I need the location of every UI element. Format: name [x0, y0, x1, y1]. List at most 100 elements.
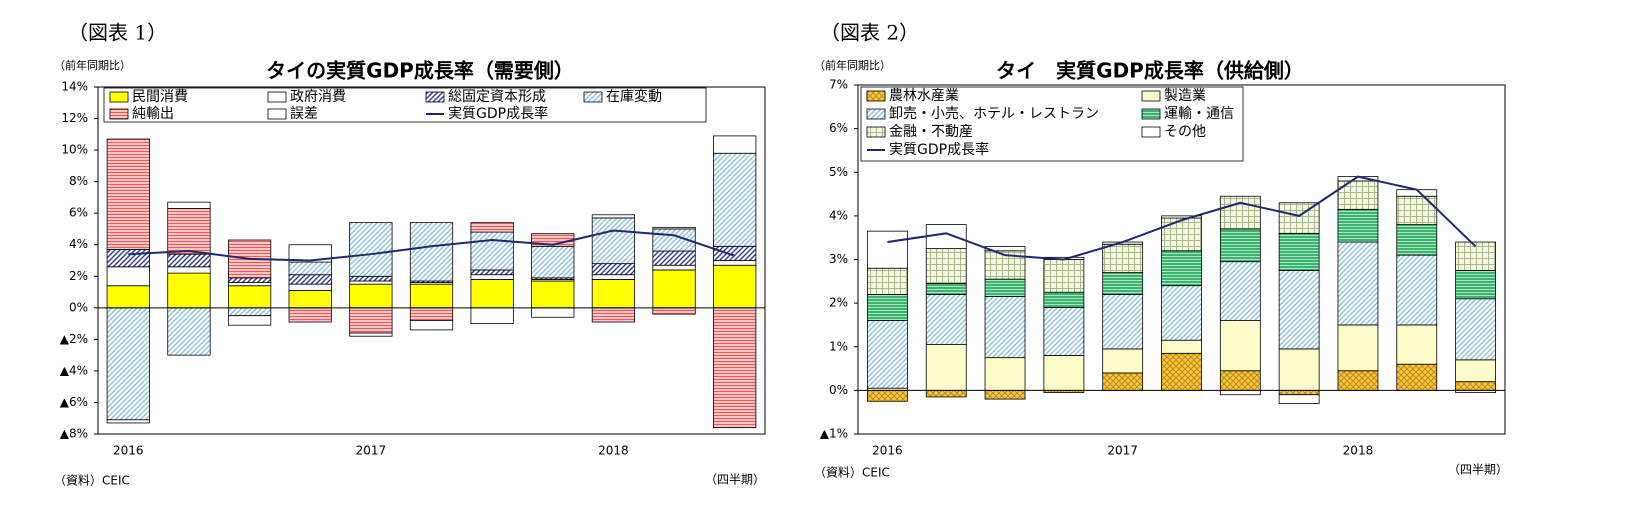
legend-label: 総固定資本形成 [448, 89, 546, 105]
bar-segment [167, 253, 211, 268]
y-tick-label: 6% [829, 121, 848, 135]
bar-segment [652, 307, 696, 315]
bar-segment [470, 279, 514, 309]
bar-segment [1161, 215, 1202, 219]
legend-label: 運輸・通信 [1164, 106, 1234, 122]
bar-segment [1396, 224, 1438, 256]
bar-segment [925, 224, 967, 249]
x-axis-label: （四半期） [705, 473, 765, 487]
x-tick-label: 2017 [1107, 444, 1138, 458]
legend-label: 実質GDP成長率 [889, 141, 989, 158]
bar-segment [288, 290, 332, 309]
source: （資料）CEIC [54, 474, 130, 488]
x-tick-label: 2017 [356, 444, 387, 458]
y-tick-label: 7% [829, 78, 848, 92]
bar-segment [925, 293, 967, 345]
bar-segment [713, 260, 757, 266]
bar-segment [1219, 228, 1261, 263]
y-tick-label: 14% [61, 80, 88, 94]
bar-segment [1337, 324, 1379, 372]
bar-segment [867, 293, 908, 321]
y-tick-label: 8% [69, 174, 88, 188]
bar-segment [867, 230, 908, 269]
y-tick-label: ▲4% [60, 363, 88, 377]
line-series [128, 229, 736, 262]
bar-segment [1278, 394, 1320, 404]
bar-segment [227, 315, 272, 326]
bar-segment [1396, 324, 1438, 365]
bar-segment [227, 282, 272, 287]
chart-title: タイの実質GDP成長率（需要側） [266, 59, 574, 83]
bar-segment [349, 280, 393, 285]
y-tick-label: 6% [69, 206, 88, 220]
bar-segment [1455, 381, 1496, 391]
bar-segment [1396, 195, 1438, 225]
bar-segment [1278, 202, 1320, 234]
x-axis-label: （四半期） [1448, 463, 1508, 477]
bar-segment [409, 307, 454, 321]
y-axis-label: （前年同期比） [54, 58, 131, 72]
bar-segment [652, 269, 696, 309]
bar-segment [470, 274, 514, 280]
bar-segment [167, 201, 211, 209]
bar-segment [1043, 355, 1085, 391]
legend-swatch [1141, 108, 1161, 120]
bar-segment [1161, 217, 1202, 252]
y-tick-label: 3% [829, 252, 848, 266]
bar-segment [1219, 370, 1261, 391]
bar-segment [867, 389, 908, 402]
y-tick-label: 12% [61, 111, 88, 125]
bar-segment [1043, 307, 1085, 356]
x-tick-label: 2018 [1343, 444, 1374, 458]
bar-segment [227, 277, 272, 283]
bar-segment [591, 279, 636, 309]
legend-label: 製造業 [1164, 88, 1206, 104]
bar-segment [713, 135, 757, 154]
legend-label: 誤差 [290, 106, 318, 122]
y-tick-label: 5% [829, 165, 848, 179]
bar-segment [925, 389, 967, 398]
bar-segment [1219, 320, 1261, 372]
bar-segment [1161, 352, 1202, 391]
bar-segment [713, 245, 757, 261]
legend-box [860, 86, 1244, 162]
source: （資料）CEIC [814, 466, 890, 480]
bar-segment [227, 285, 272, 309]
bar-segment [1455, 298, 1496, 361]
bar-segment [167, 208, 211, 255]
bar-segment [652, 264, 696, 271]
bar-segment [1455, 270, 1496, 300]
bar-segment [1102, 243, 1144, 273]
bar-segment [288, 283, 332, 291]
y-tick-label: 0% [69, 300, 88, 314]
bar-segment [1337, 208, 1379, 243]
chart-title: タイ 実質GDP成長率（供給側） [996, 59, 1304, 83]
bar-segment [106, 285, 150, 309]
figure-label: （図表 1） [68, 21, 167, 45]
bar-segment [1219, 261, 1261, 321]
bar-segment [1278, 232, 1320, 271]
bar-segment [713, 152, 757, 247]
line-series [887, 175, 1477, 261]
bar-segment [167, 266, 211, 274]
bar-segment [1102, 372, 1144, 391]
y-tick-label: 2% [69, 269, 88, 283]
bar-segment [227, 307, 272, 317]
bar-segment [167, 272, 211, 309]
bar-segment [288, 261, 332, 276]
bar-segment [531, 307, 575, 318]
y-tick-label: ▲1% [820, 427, 848, 441]
y-tick-label: 10% [61, 143, 88, 157]
bar-segment [1396, 363, 1438, 391]
bar-segment [652, 250, 696, 266]
bar-segment [288, 274, 332, 285]
bar-segment [1396, 254, 1438, 326]
bar-segment [1455, 241, 1496, 271]
bar-segment [1219, 195, 1261, 230]
legend-swatch [267, 91, 287, 103]
bar-segment [652, 226, 696, 230]
bar-segment [984, 296, 1026, 359]
bar-segment [349, 283, 393, 309]
legend-label: 純輸出 [132, 106, 174, 122]
bar-segment [531, 245, 575, 279]
